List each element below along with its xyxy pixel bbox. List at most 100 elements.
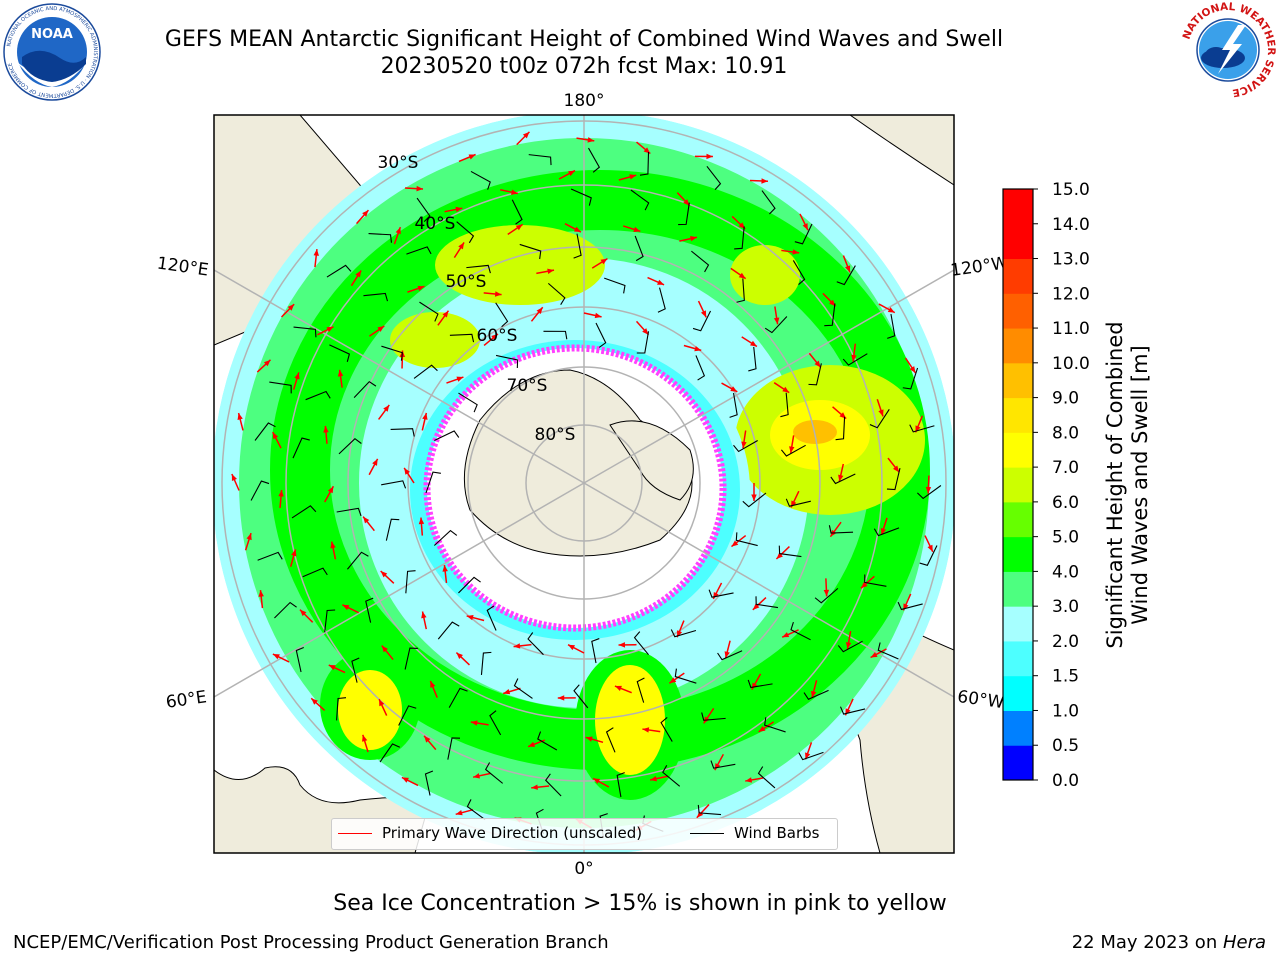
wave-arrow-head	[773, 317, 780, 325]
wave-arrow-head	[342, 604, 350, 611]
wind-barb	[404, 647, 418, 670]
lat-label-50s: 50°S	[446, 272, 487, 292]
wave-arrow-head	[395, 227, 401, 235]
wave-arrow-head	[700, 310, 707, 318]
wind-barb	[495, 302, 509, 328]
wind-barb	[839, 706, 866, 715]
wave-arrow-head	[814, 360, 821, 368]
wave-arrow-head	[466, 614, 474, 621]
wave-arrow-head	[870, 652, 878, 658]
colorbar-tick-label: 14.0	[1052, 215, 1090, 235]
wave-arrow-head	[362, 210, 369, 217]
wind-barb	[830, 473, 856, 485]
lat-label-70s: 70°S	[507, 376, 548, 396]
wave-arrow-head	[669, 677, 677, 684]
wind-barb	[748, 346, 757, 372]
wind-barb	[633, 631, 649, 656]
wave-arrow-head	[547, 268, 555, 274]
footer-date-text: 22 May 2023 on	[1071, 932, 1223, 953]
wind-barb	[692, 310, 712, 332]
wind-barb	[662, 765, 681, 787]
wind-barb	[808, 363, 822, 386]
wave-arrow-head	[758, 726, 766, 732]
svg-text:NOAA: NOAA	[31, 27, 73, 42]
wind-barb	[305, 390, 331, 401]
wave-arrow-head	[568, 170, 575, 177]
wind-barb	[729, 392, 738, 418]
wave-arrow-head	[416, 185, 424, 192]
wind-barb	[449, 333, 475, 343]
wind-barb	[398, 705, 417, 726]
wave-arrow-head	[925, 486, 932, 494]
colorbar-segment	[1003, 328, 1033, 364]
wave-arrow-head	[724, 651, 730, 659]
wave-arrow-head	[379, 699, 385, 707]
wind-barb	[837, 640, 863, 653]
wave-arrow-head	[401, 777, 409, 783]
legend-label-wave-direction: Primary Wave Direction (unscaled)	[382, 824, 643, 842]
wind-barb	[794, 223, 813, 245]
wave-arrow-head	[706, 153, 713, 160]
colorbar-tick-label: 1.0	[1052, 701, 1079, 721]
wave-arrow-head	[851, 354, 857, 362]
wind-barb	[761, 190, 776, 215]
wind-barb	[570, 188, 592, 206]
colorbar-tick-label: 15.0	[1052, 180, 1090, 200]
wind-barb	[527, 632, 544, 656]
wave-arrow-head	[860, 581, 868, 589]
wave-arrow-head	[326, 326, 334, 333]
wave-arrow-head	[730, 386, 738, 392]
wind-barb	[873, 527, 900, 537]
wave-arrow-head	[355, 270, 362, 278]
colorbar-segment	[1003, 397, 1033, 433]
colorbar-title-line1: Significant Height of Combined	[1103, 321, 1127, 649]
wind-barb	[456, 221, 475, 244]
legend-entry-wave-direction: Primary Wave Direction (unscaled)	[338, 824, 642, 842]
wave-arrow-head	[313, 249, 319, 256]
colorbar-segment	[1003, 710, 1033, 746]
wind-barb	[544, 773, 562, 797]
wave-arrow-head	[893, 465, 900, 473]
lon-label-180: 180°	[564, 91, 605, 111]
lat-label-80s: 80°S	[535, 425, 576, 445]
wind-barb	[864, 574, 887, 587]
wind-barb	[329, 344, 351, 362]
wave-arrow-head	[470, 720, 478, 726]
wave-arrow-head	[614, 685, 622, 691]
wave-arrow-head	[823, 589, 830, 597]
wave-arrow-head	[696, 811, 704, 818]
wave-arrow-head	[404, 467, 410, 475]
wave-arrow-head	[513, 643, 521, 649]
colorbar-tick-label: 3.0	[1052, 597, 1079, 617]
wave-arrow-head	[417, 285, 425, 291]
wave-arrow-head	[789, 446, 795, 454]
wind-barb	[324, 609, 336, 633]
wind-barb	[291, 505, 317, 519]
colorbar-tick-label: 12.0	[1052, 284, 1090, 304]
wind-barb	[780, 444, 806, 457]
wind-barb	[701, 712, 726, 721]
wave-arrow-head	[272, 654, 280, 660]
wind-barb	[780, 392, 789, 418]
wave-arrow-head	[642, 727, 650, 733]
wind-barb	[269, 381, 292, 394]
wave-arrow-head	[455, 206, 463, 213]
wave-arrow-head	[909, 366, 916, 373]
lon-label-0: 0°	[574, 859, 593, 879]
legend-label-wind-barbs: Wind Barbs	[734, 824, 820, 842]
wave-arrow-head	[278, 489, 284, 497]
wind-barb	[543, 330, 568, 340]
colorbar-segment	[1003, 536, 1033, 572]
wave-arrow-head	[694, 346, 702, 352]
legend-line-red	[338, 833, 372, 834]
colorbar-tick-label: 13.0	[1052, 250, 1090, 270]
wave-arrow-head	[782, 386, 790, 393]
wind-barb	[466, 799, 486, 821]
wind-barb	[736, 278, 745, 303]
wind-barb	[458, 576, 481, 594]
wind-barb	[250, 480, 270, 501]
sea-ice-footnote: Sea Ice Concentration > 15% is shown in …	[333, 891, 947, 916]
wave-arrow-head	[258, 590, 264, 597]
wind-barb	[379, 743, 401, 763]
colorbar-tick-label: 4.0	[1052, 562, 1079, 582]
